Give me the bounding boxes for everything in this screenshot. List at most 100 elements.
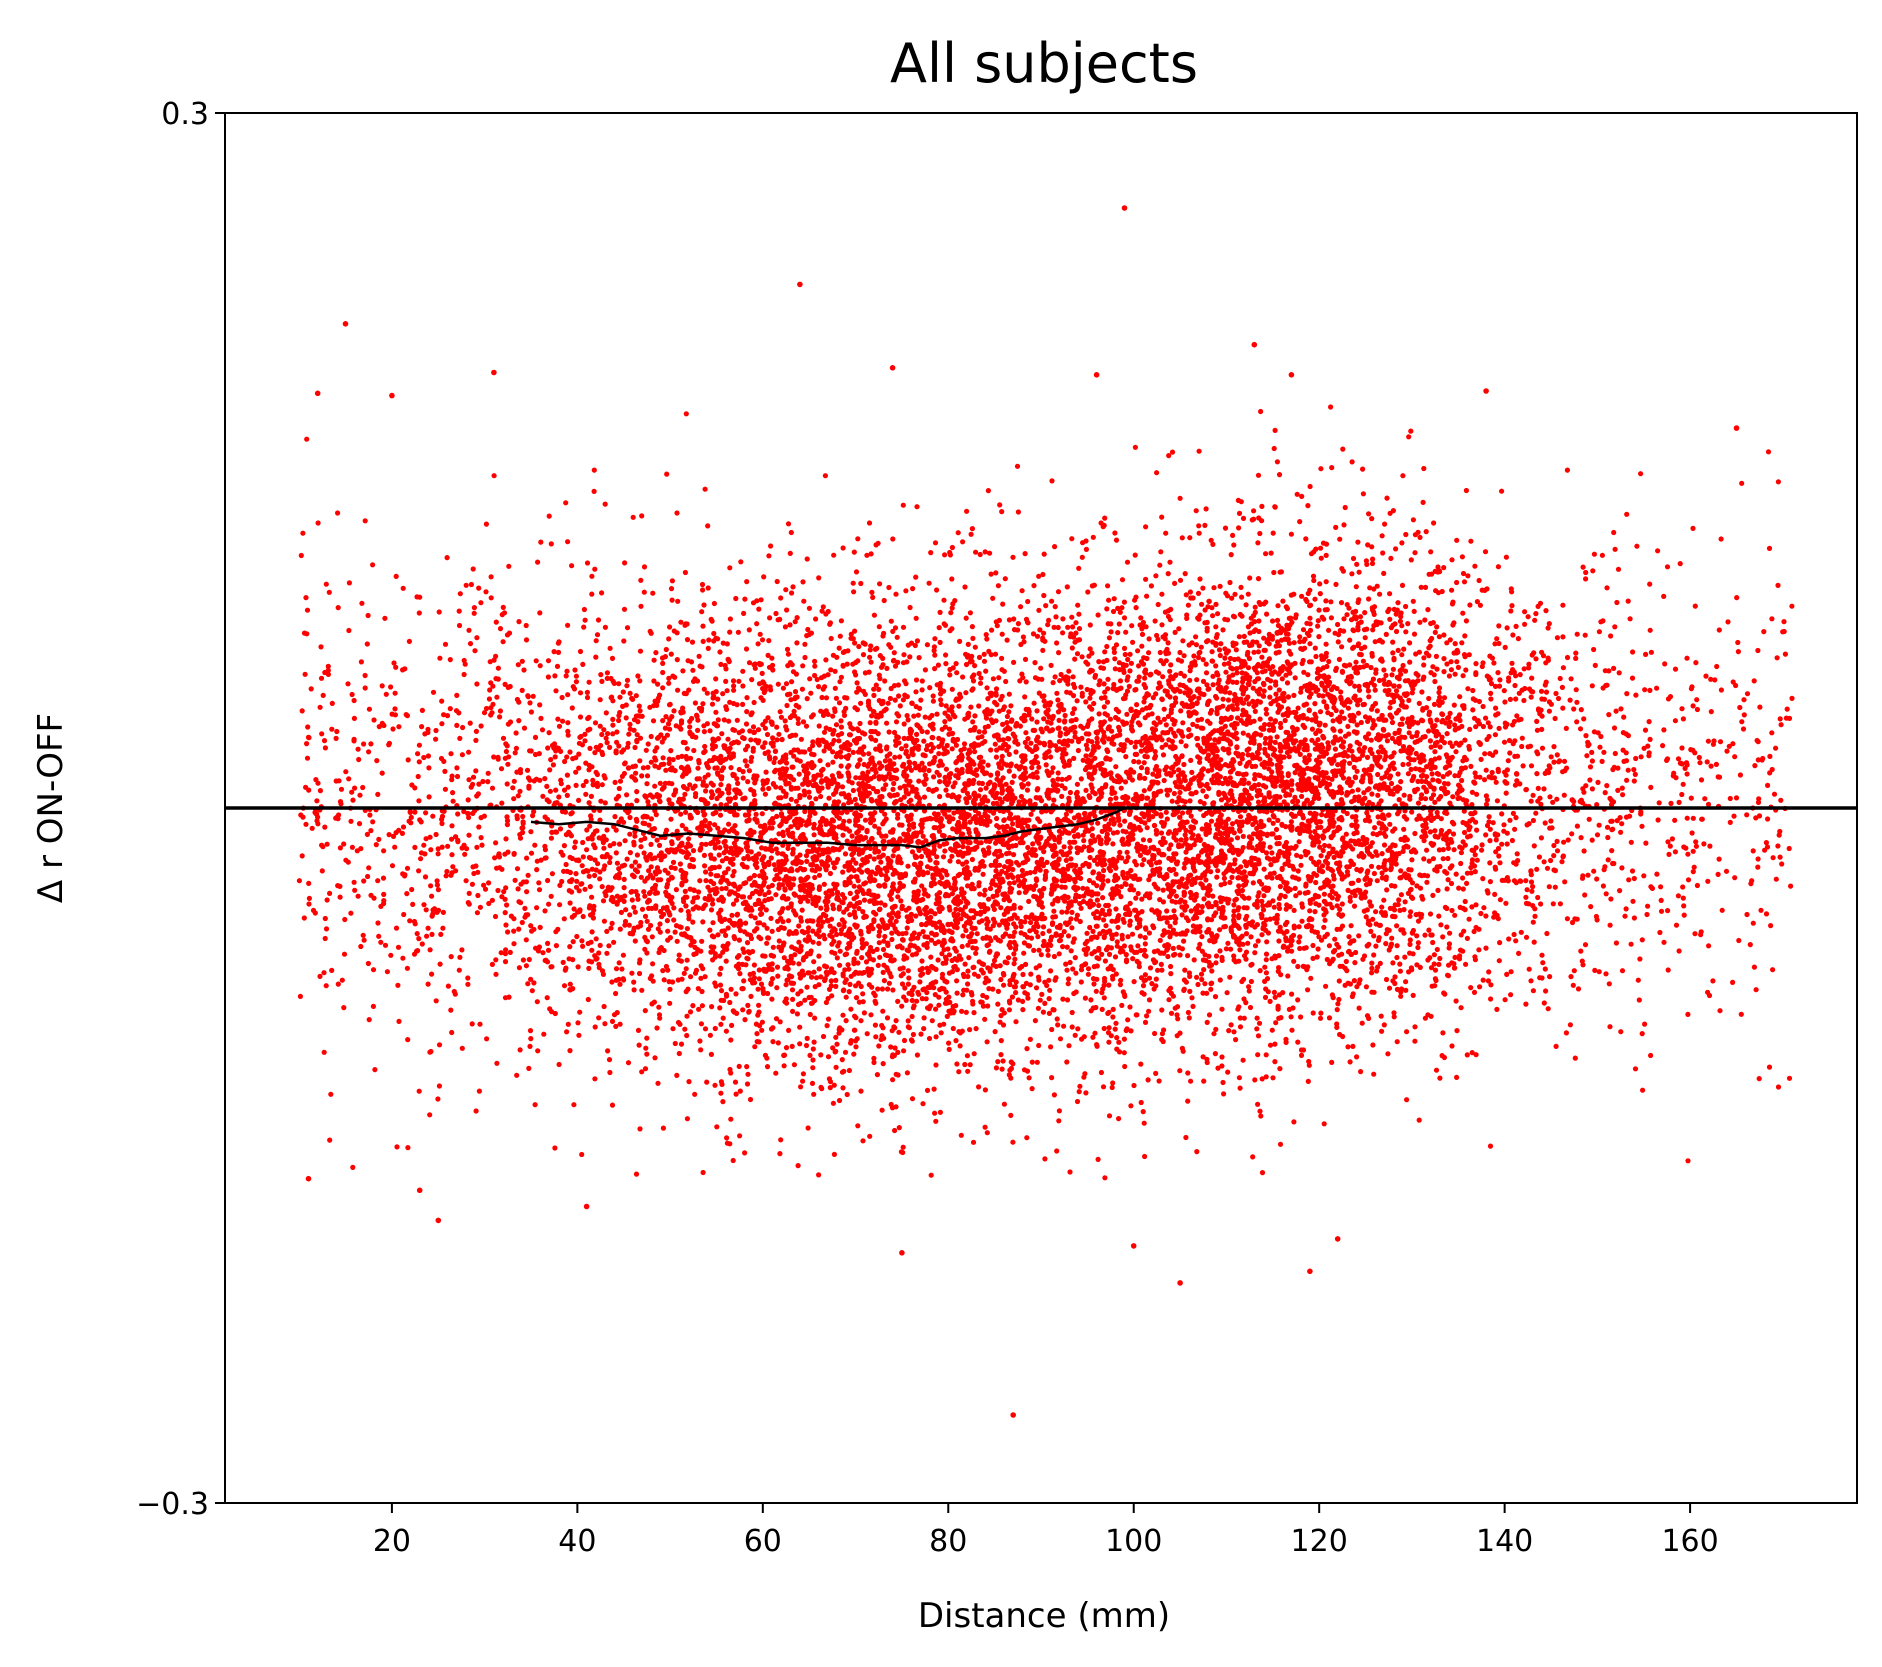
- scatter-point: [1546, 708, 1552, 714]
- scatter-point: [831, 799, 838, 805]
- scatter-point: [679, 976, 685, 982]
- scatter-point: [1479, 847, 1485, 853]
- scatter-point: [1186, 1015, 1192, 1021]
- scatter-point: [943, 703, 949, 709]
- scatter-point: [985, 723, 991, 729]
- scatter-point: [1694, 706, 1700, 713]
- scatter-point: [727, 629, 733, 635]
- scatter-point: [1380, 812, 1386, 818]
- scatter-point: [1303, 596, 1309, 603]
- scatter-point: [1113, 906, 1119, 912]
- scatter-point: [749, 890, 756, 897]
- scatter-point: [442, 641, 449, 647]
- scatter-point: [494, 694, 500, 700]
- scatter-point: [838, 931, 844, 937]
- scatter-point: [603, 735, 609, 741]
- scatter-point: [1240, 515, 1247, 522]
- scatter-point: [1768, 923, 1774, 929]
- scatter-point: [708, 616, 714, 623]
- scatter-point: [861, 897, 868, 903]
- scatter-point: [1503, 790, 1509, 796]
- scatter-point: [1354, 829, 1360, 835]
- scatter-point: [639, 773, 645, 779]
- scatter-point: [1504, 625, 1510, 631]
- scatter-point: [1330, 718, 1336, 724]
- scatter-point: [867, 720, 873, 726]
- scatter-point: [376, 933, 382, 939]
- scatter-point: [1337, 627, 1343, 634]
- scatter-point: [1057, 922, 1063, 929]
- scatter-point: [1017, 905, 1024, 911]
- scatter-point: [1503, 554, 1509, 560]
- scatter-point: [564, 754, 570, 760]
- scatter-point: [425, 726, 431, 733]
- scatter-point: [851, 589, 857, 595]
- scatter-point: [573, 871, 579, 877]
- scatter-point: [940, 854, 947, 860]
- scatter-point: [932, 666, 938, 672]
- scatter-point: [782, 718, 788, 724]
- scatter-point: [1213, 960, 1219, 966]
- scatter-point: [327, 890, 333, 897]
- scatter-point: [1203, 877, 1209, 883]
- scatter-point: [1610, 766, 1616, 773]
- scatter-point: [1336, 996, 1342, 1003]
- scatter-point: [621, 885, 627, 891]
- scatter-point: [764, 1055, 770, 1061]
- scatter-point: [1446, 941, 1452, 947]
- scatter-point: [1237, 1085, 1243, 1091]
- scatter-point: [1777, 828, 1783, 835]
- scatter-point: [1251, 508, 1257, 514]
- scatter-point: [1393, 688, 1400, 694]
- scatter-point: [1483, 793, 1489, 799]
- scatter-point: [1407, 913, 1413, 919]
- scatter-point: [760, 786, 766, 792]
- scatter-point: [872, 998, 878, 1004]
- scatter-point: [1299, 901, 1305, 907]
- scatter-point: [614, 860, 621, 866]
- scatter-point: [981, 892, 987, 898]
- scatter-point: [1252, 708, 1258, 715]
- scatter-point: [1528, 978, 1534, 984]
- scatter-point: [744, 709, 750, 715]
- scatter-point: [321, 738, 328, 744]
- scatter-point: [949, 853, 955, 859]
- scatter-point: [965, 1068, 971, 1074]
- scatter-point: [352, 887, 358, 893]
- scatter-point: [1307, 908, 1313, 914]
- scatter-point: [586, 800, 592, 806]
- scatter-point: [1381, 842, 1388, 848]
- scatter-point: [850, 580, 856, 586]
- scatter-point: [1444, 661, 1450, 667]
- scatter-point: [810, 1065, 816, 1071]
- scatter-point: [1230, 850, 1236, 856]
- scatter-point: [1400, 473, 1406, 479]
- scatter-point: [1642, 1021, 1648, 1027]
- scatter-point: [595, 861, 601, 867]
- scatter-point: [1028, 919, 1034, 926]
- scatter-point: [1204, 990, 1210, 996]
- scatter-point: [1259, 932, 1265, 938]
- scatter-point: [304, 741, 310, 747]
- scatter-point: [1737, 772, 1743, 778]
- scatter-point: [605, 731, 611, 737]
- scatter-point: [1182, 899, 1188, 905]
- scatter-point: [1499, 488, 1505, 494]
- scatter-point: [770, 735, 776, 741]
- scatter-point: [1478, 756, 1484, 763]
- scatter-point: [970, 915, 977, 921]
- scatter-point: [1050, 914, 1056, 920]
- scatter-point: [1312, 909, 1318, 915]
- scatter-point: [1261, 866, 1267, 872]
- scatter-point: [584, 847, 590, 853]
- scatter-point: [359, 600, 365, 606]
- scatter-point: [601, 918, 608, 924]
- scatter-point: [767, 615, 773, 621]
- scatter-point: [1322, 934, 1328, 940]
- scatter-point: [713, 676, 719, 682]
- scatter-point: [1254, 670, 1260, 676]
- scatter-point: [1173, 899, 1179, 905]
- scatter-point: [871, 856, 877, 862]
- scatter-point: [1489, 769, 1495, 776]
- scatter-point: [1477, 984, 1483, 990]
